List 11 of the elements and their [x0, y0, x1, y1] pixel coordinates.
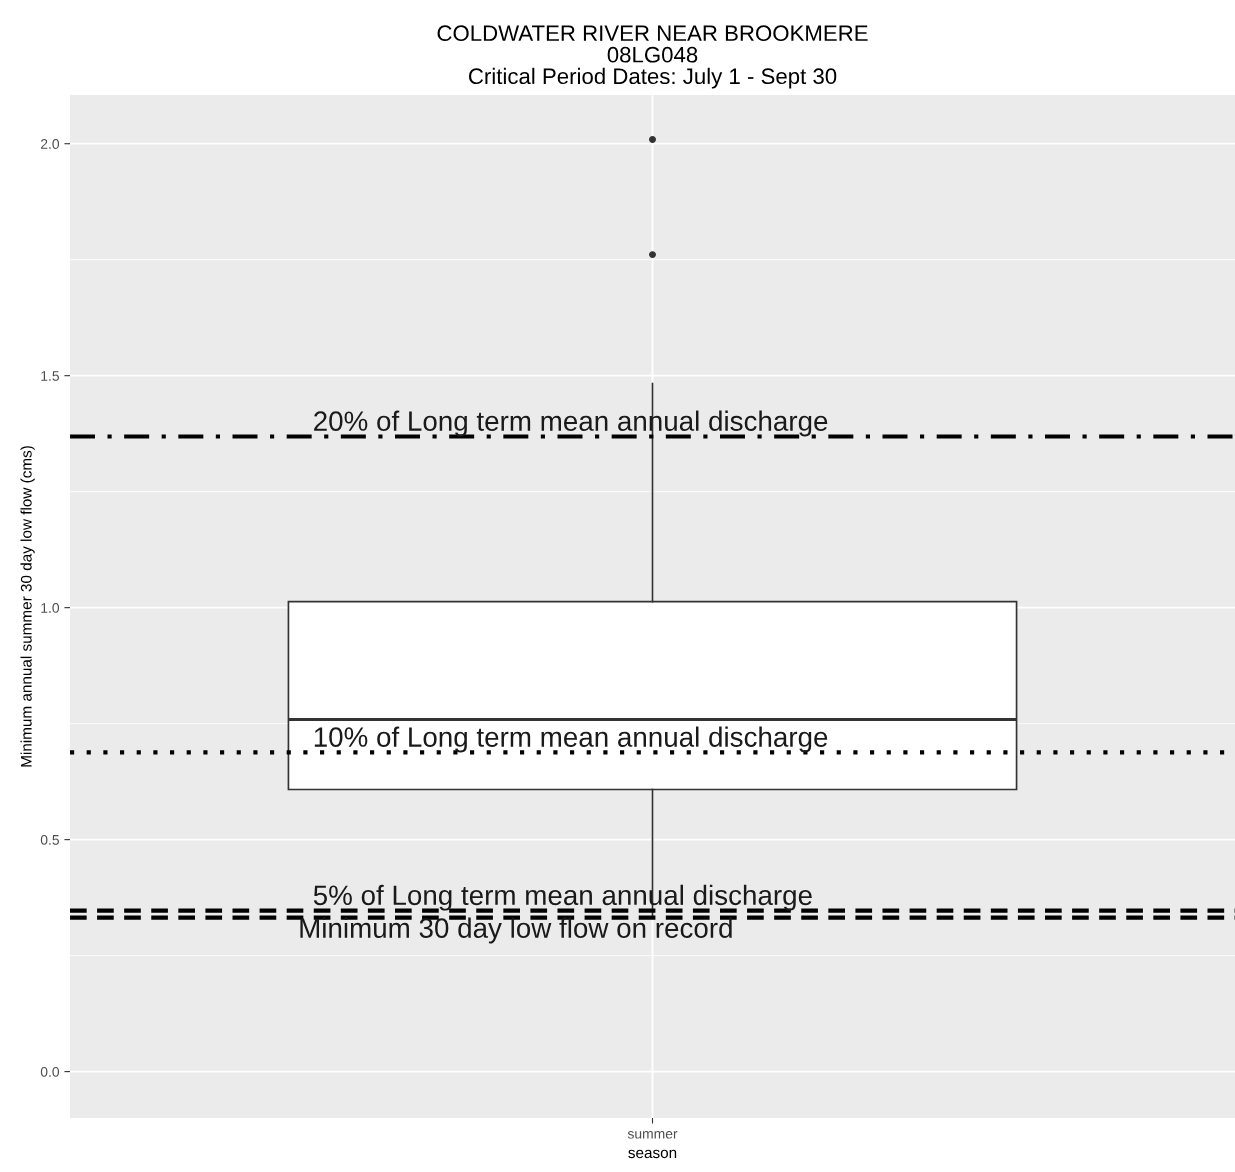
x-tick-label: summer	[627, 1131, 678, 1139]
chart-title: COLDWATER RIVER NEAR BROOKMERE 08LG048 Critical Period Dates: July 1 - Sept 30	[437, 25, 868, 89]
y-axis-title: Minimum annual summer 30 day low flow (cms)	[20, 446, 35, 767]
y-tick-label: 2.0	[40, 139, 60, 149]
ref-line-label: 10% of Long term mean annual discharge	[314, 726, 828, 753]
y-tick-label: 0.5	[40, 834, 59, 845]
y-tick-label: 0.0	[40, 1066, 60, 1077]
y-tick-label: 1.5	[41, 371, 59, 381]
ref-line-label: Minimum 30 day low flow on record	[300, 917, 732, 944]
y-tick-label: 1.0	[41, 602, 60, 613]
x-axis-title: season	[628, 1149, 677, 1159]
